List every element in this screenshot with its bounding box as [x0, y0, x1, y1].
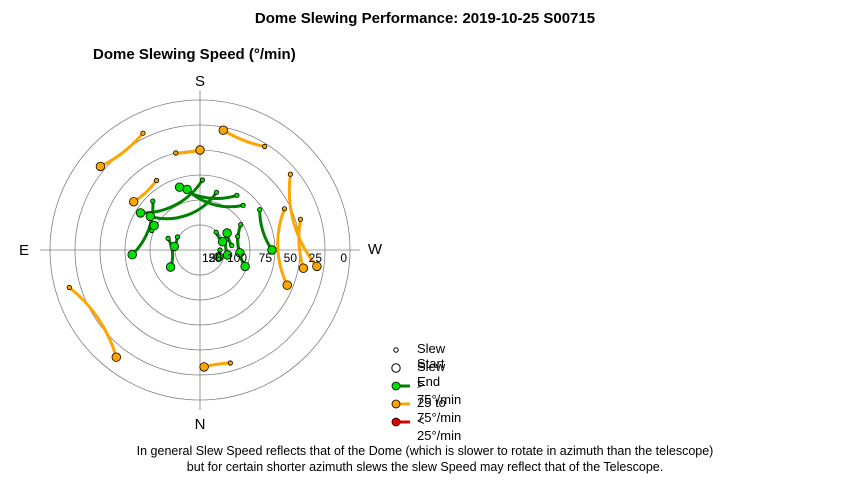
legend-label-slew-start: Slew Start	[417, 341, 446, 371]
legend-label-slew-end: Slew End	[417, 359, 446, 389]
compass-label-left: E	[19, 242, 29, 259]
slew-arc	[149, 191, 218, 221]
slew-start-marker	[227, 360, 233, 366]
slew-arc	[131, 200, 155, 256]
slew-end-marker	[169, 241, 180, 252]
slew-start-marker	[66, 284, 72, 291]
legend-label-slow: < 25°/min	[417, 413, 462, 443]
slew-start-marker	[287, 171, 293, 177]
slew-arc	[99, 132, 145, 168]
slew-end-marker	[312, 261, 322, 272]
footnote-line-1: In general Slew Speed reflects that of t…	[136, 444, 714, 458]
radial-tick-label: 150	[202, 251, 222, 265]
slew-end-marker	[145, 211, 156, 222]
slew-end-marker	[149, 220, 159, 231]
slew-end-marker	[240, 261, 250, 272]
slew-start-marker-icon	[393, 347, 399, 353]
slew-markers	[66, 125, 322, 372]
slew-start-marker	[173, 150, 179, 156]
slew-end-marker	[218, 125, 229, 135]
compass-label-bottom: N	[195, 416, 206, 433]
slew-end-marker	[217, 237, 228, 247]
legend-label-fast: > 75°/min	[417, 377, 462, 407]
slew-arc	[186, 188, 244, 209]
slew-start-marker	[165, 235, 171, 241]
radial-tick-label: 100	[227, 251, 247, 265]
slew-start-marker	[213, 229, 219, 235]
slew-end-marker	[298, 263, 309, 273]
slew-arc	[140, 179, 204, 215]
slew-arc	[276, 208, 289, 286]
slew-start-marker	[199, 177, 205, 183]
footnote: In general Slew Speed reflects that of t…	[0, 443, 850, 475]
compass-label-right: W	[368, 241, 383, 258]
slew-start-marker	[262, 143, 268, 150]
slew-end-marker	[127, 249, 137, 260]
slew-end-marker	[182, 184, 192, 195]
radial-tick-label: 25	[309, 251, 323, 265]
slew-arc	[258, 209, 274, 251]
compass-label-top: S	[195, 73, 205, 90]
slew-end-marker	[282, 280, 292, 290]
slow-line-icon	[391, 417, 410, 427]
slew-arc	[287, 173, 319, 268]
polar-grid	[40, 90, 360, 410]
slew-start-marker	[240, 202, 246, 208]
slew-arcs	[68, 128, 319, 369]
slew-start-marker	[281, 206, 288, 212]
slew-start-marker	[150, 198, 156, 204]
slew-start-marker	[217, 247, 223, 253]
legend-label-medium: 25 to 75°/min	[417, 395, 462, 425]
radial-tick-label: 50	[284, 251, 298, 265]
slew-end-marker	[222, 250, 233, 260]
main-title: Dome Slewing Performance: 2019-10-25 S00…	[254, 10, 596, 27]
slew-start-marker	[229, 242, 235, 249]
slew-start-marker	[297, 216, 303, 222]
slew-end-marker	[95, 161, 106, 172]
slew-end-marker	[111, 352, 122, 362]
slew-end-marker	[128, 197, 139, 207]
slew-start-marker	[213, 189, 220, 195]
footnote-line-2: but for certain shorter azimuth slews th…	[186, 460, 664, 474]
fast-line-icon	[391, 381, 410, 391]
radial-tick-label: 75	[259, 251, 273, 265]
slew-end-marker	[235, 248, 245, 258]
slew-end-marker	[195, 145, 205, 155]
slew-end-marker	[222, 228, 232, 238]
slew-start-marker	[257, 207, 263, 213]
slew-end-marker	[199, 362, 209, 372]
slew-start-marker	[238, 222, 244, 228]
slew-end-marker-icon	[391, 363, 401, 373]
slew-start-marker	[235, 233, 241, 239]
radial-tick-label: 125	[202, 251, 222, 265]
slew-start-marker	[140, 130, 146, 136]
slew-end-marker	[135, 208, 146, 218]
slew-end-marker	[214, 252, 224, 262]
slew-start-marker	[234, 192, 240, 198]
slew-arc	[68, 286, 118, 358]
radial-tick-label: 0	[340, 251, 347, 265]
slew-end-marker	[267, 245, 277, 255]
chart-title: Dome Slewing Speed (°/min)	[93, 46, 296, 63]
medium-line-icon	[391, 399, 410, 409]
slew-end-marker	[165, 262, 176, 272]
legend: Slew Start Slew End > 75°/min 25 to 75°/…	[388, 340, 528, 443]
slew-start-marker	[153, 177, 160, 184]
slew-start-marker	[174, 234, 181, 240]
